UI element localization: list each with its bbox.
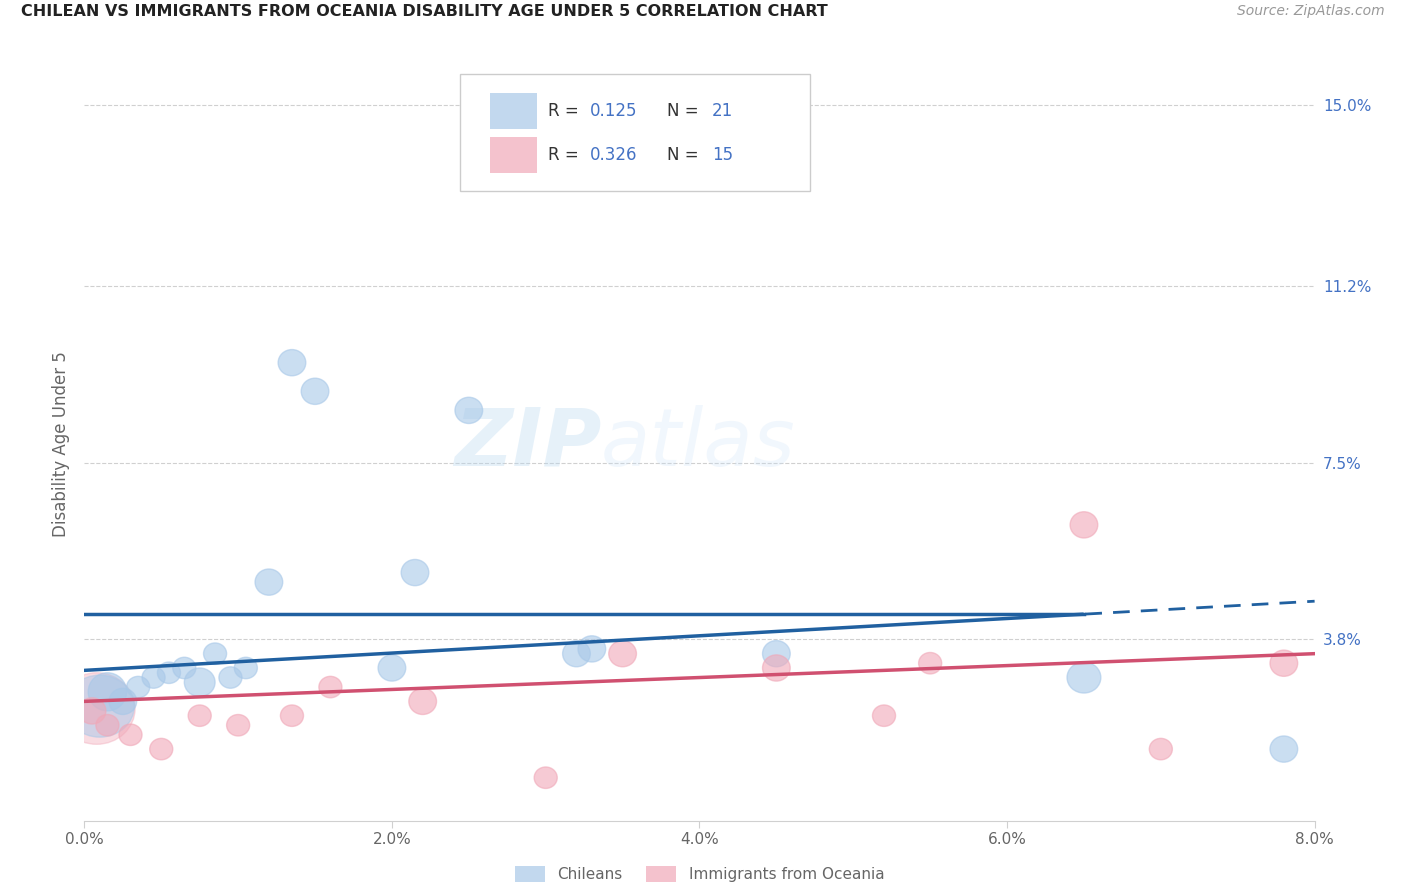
Ellipse shape	[65, 675, 135, 737]
Ellipse shape	[280, 705, 304, 726]
Text: N =: N =	[668, 146, 704, 164]
Ellipse shape	[79, 698, 105, 724]
Ellipse shape	[157, 662, 180, 683]
Ellipse shape	[319, 676, 342, 698]
Ellipse shape	[762, 655, 790, 681]
Ellipse shape	[149, 739, 173, 760]
Text: atlas: atlas	[602, 405, 796, 483]
FancyBboxPatch shape	[491, 94, 537, 129]
Ellipse shape	[254, 569, 283, 595]
Text: 21: 21	[711, 103, 733, 120]
Ellipse shape	[204, 643, 226, 665]
Ellipse shape	[918, 652, 942, 674]
Ellipse shape	[188, 705, 211, 726]
Ellipse shape	[173, 657, 195, 679]
Ellipse shape	[873, 705, 896, 726]
Ellipse shape	[219, 667, 242, 689]
Ellipse shape	[58, 673, 135, 744]
Ellipse shape	[762, 640, 790, 667]
Ellipse shape	[562, 640, 591, 667]
FancyBboxPatch shape	[460, 74, 810, 191]
Text: 0.125: 0.125	[591, 103, 637, 120]
Legend: Chileans, Immigrants from Oceania: Chileans, Immigrants from Oceania	[509, 860, 890, 888]
Text: R =: R =	[548, 103, 583, 120]
Text: 0.326: 0.326	[591, 146, 637, 164]
Text: N =: N =	[668, 103, 704, 120]
Ellipse shape	[110, 689, 136, 714]
Ellipse shape	[278, 350, 307, 376]
Ellipse shape	[401, 559, 429, 586]
Ellipse shape	[378, 655, 406, 681]
Ellipse shape	[96, 714, 120, 736]
Ellipse shape	[1149, 739, 1173, 760]
Ellipse shape	[578, 636, 606, 662]
Ellipse shape	[301, 378, 329, 404]
Ellipse shape	[609, 640, 637, 667]
Ellipse shape	[534, 767, 557, 789]
Ellipse shape	[456, 397, 482, 424]
Text: R =: R =	[548, 146, 583, 164]
Ellipse shape	[409, 689, 436, 714]
Ellipse shape	[89, 673, 127, 711]
Ellipse shape	[120, 724, 142, 746]
Ellipse shape	[1067, 662, 1101, 693]
Ellipse shape	[226, 714, 250, 736]
Ellipse shape	[1270, 650, 1298, 676]
Y-axis label: Disability Age Under 5: Disability Age Under 5	[52, 351, 70, 537]
FancyBboxPatch shape	[491, 137, 537, 173]
Ellipse shape	[127, 676, 149, 698]
Ellipse shape	[1270, 736, 1298, 762]
Ellipse shape	[235, 657, 257, 679]
Text: Source: ZipAtlas.com: Source: ZipAtlas.com	[1237, 4, 1385, 19]
Text: CHILEAN VS IMMIGRANTS FROM OCEANIA DISABILITY AGE UNDER 5 CORRELATION CHART: CHILEAN VS IMMIGRANTS FROM OCEANIA DISAB…	[21, 4, 828, 20]
Ellipse shape	[142, 667, 165, 689]
Text: 15: 15	[711, 146, 733, 164]
Text: ZIP: ZIP	[454, 405, 602, 483]
Ellipse shape	[1070, 512, 1098, 538]
Ellipse shape	[184, 668, 215, 697]
